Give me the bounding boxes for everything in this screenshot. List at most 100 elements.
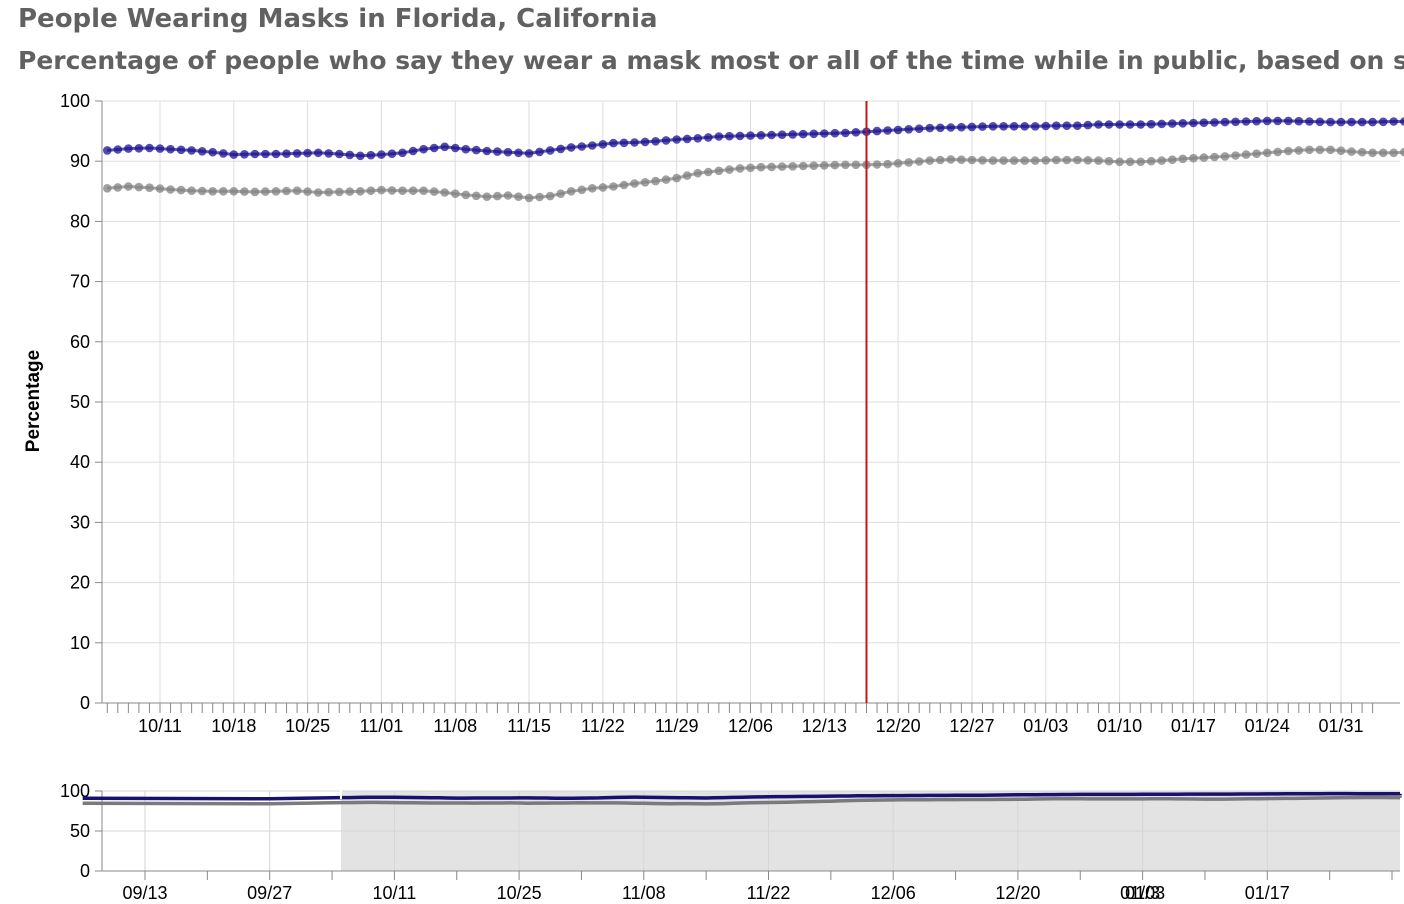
data-point[interactable]: [282, 149, 291, 158]
data-point[interactable]: [292, 149, 302, 158]
data-point[interactable]: [1305, 117, 1314, 126]
data-point[interactable]: [1094, 120, 1103, 129]
data-point[interactable]: [746, 163, 755, 173]
data-point[interactable]: [651, 176, 660, 186]
data-point[interactable]: [250, 187, 260, 197]
data-point[interactable]: [124, 144, 133, 153]
data-point[interactable]: [767, 130, 776, 140]
data-point[interactable]: [1389, 148, 1398, 158]
data-point[interactable]: [1357, 147, 1367, 157]
data-point[interactable]: [535, 192, 544, 202]
data-point[interactable]: [777, 130, 787, 139]
data-point[interactable]: [240, 187, 249, 196]
data-point[interactable]: [1252, 149, 1261, 158]
data-point[interactable]: [577, 142, 587, 151]
data-point[interactable]: [1146, 156, 1156, 166]
data-point[interactable]: [345, 187, 355, 196]
data-point[interactable]: [735, 164, 745, 173]
data-point[interactable]: [556, 189, 565, 198]
data-point[interactable]: [936, 155, 945, 165]
data-point[interactable]: [1262, 116, 1272, 126]
data-point[interactable]: [208, 187, 217, 196]
data-point[interactable]: [250, 149, 260, 159]
data-point[interactable]: [145, 183, 154, 192]
data-point[interactable]: [345, 150, 355, 160]
data-point[interactable]: [1389, 117, 1398, 126]
data-point[interactable]: [377, 150, 386, 159]
data-point[interactable]: [1009, 156, 1019, 165]
data-point[interactable]: [514, 148, 523, 158]
data-point[interactable]: [1146, 119, 1156, 129]
data-point[interactable]: [704, 167, 713, 177]
data-point[interactable]: [704, 133, 713, 142]
brush-handle[interactable]: [339, 789, 342, 799]
data-point[interactable]: [1041, 121, 1051, 131]
data-point[interactable]: [1157, 156, 1166, 165]
data-point[interactable]: [419, 144, 428, 154]
data-point[interactable]: [630, 138, 639, 147]
data-point[interactable]: [472, 191, 481, 201]
data-point[interactable]: [145, 143, 154, 153]
data-point[interactable]: [377, 185, 386, 195]
data-point[interactable]: [134, 144, 144, 153]
data-point[interactable]: [788, 130, 797, 139]
data-point[interactable]: [1368, 117, 1377, 127]
data-point[interactable]: [872, 126, 882, 136]
data-point[interactable]: [451, 143, 460, 153]
data-point[interactable]: [1378, 117, 1388, 127]
data-point[interactable]: [1210, 118, 1219, 127]
data-point[interactable]: [1273, 147, 1282, 157]
data-point[interactable]: [1104, 120, 1114, 129]
data-point[interactable]: [419, 186, 428, 195]
data-point[interactable]: [113, 145, 123, 154]
data-point[interactable]: [967, 155, 977, 165]
data-point[interactable]: [1083, 156, 1093, 165]
data-point[interactable]: [1326, 117, 1335, 127]
data-point[interactable]: [398, 148, 407, 158]
data-point[interactable]: [1178, 119, 1188, 128]
data-point[interactable]: [893, 125, 903, 135]
data-point[interactable]: [292, 186, 302, 195]
data-point[interactable]: [661, 136, 671, 145]
data-point[interactable]: [682, 134, 692, 144]
data-point[interactable]: [1252, 116, 1261, 126]
data-point[interactable]: [1157, 119, 1166, 129]
data-point[interactable]: [999, 156, 1008, 165]
data-point[interactable]: [429, 187, 439, 196]
data-point[interactable]: [524, 149, 534, 158]
data-point[interactable]: [1336, 146, 1346, 155]
data-point[interactable]: [208, 147, 217, 157]
data-point[interactable]: [1241, 117, 1251, 126]
data-point[interactable]: [113, 183, 123, 192]
data-point[interactable]: [556, 144, 565, 154]
data-point[interactable]: [756, 131, 766, 140]
data-point[interactable]: [166, 185, 175, 194]
data-point[interactable]: [946, 155, 956, 164]
data-point[interactable]: [566, 143, 576, 152]
data-point[interactable]: [1326, 145, 1335, 155]
data-point[interactable]: [1168, 119, 1177, 128]
data-point[interactable]: [1073, 155, 1082, 165]
data-point[interactable]: [155, 184, 165, 193]
data-point[interactable]: [1094, 156, 1103, 165]
data-point[interactable]: [335, 149, 344, 159]
data-point[interactable]: [1294, 146, 1304, 155]
data-point[interactable]: [1284, 116, 1293, 126]
data-point[interactable]: [798, 129, 808, 139]
data-point[interactable]: [640, 137, 650, 147]
data-point[interactable]: [282, 186, 291, 196]
data-point[interactable]: [777, 162, 787, 171]
data-point[interactable]: [682, 171, 692, 180]
data-point[interactable]: [219, 187, 228, 196]
data-point[interactable]: [1199, 118, 1209, 127]
data-point[interactable]: [1020, 122, 1029, 131]
data-point[interactable]: [240, 150, 249, 159]
data-point[interactable]: [313, 148, 323, 158]
data-point[interactable]: [1136, 120, 1145, 129]
data-point[interactable]: [566, 187, 576, 196]
data-point[interactable]: [914, 124, 924, 133]
data-point[interactable]: [324, 149, 334, 158]
data-point[interactable]: [187, 146, 196, 155]
data-point[interactable]: [693, 134, 703, 143]
